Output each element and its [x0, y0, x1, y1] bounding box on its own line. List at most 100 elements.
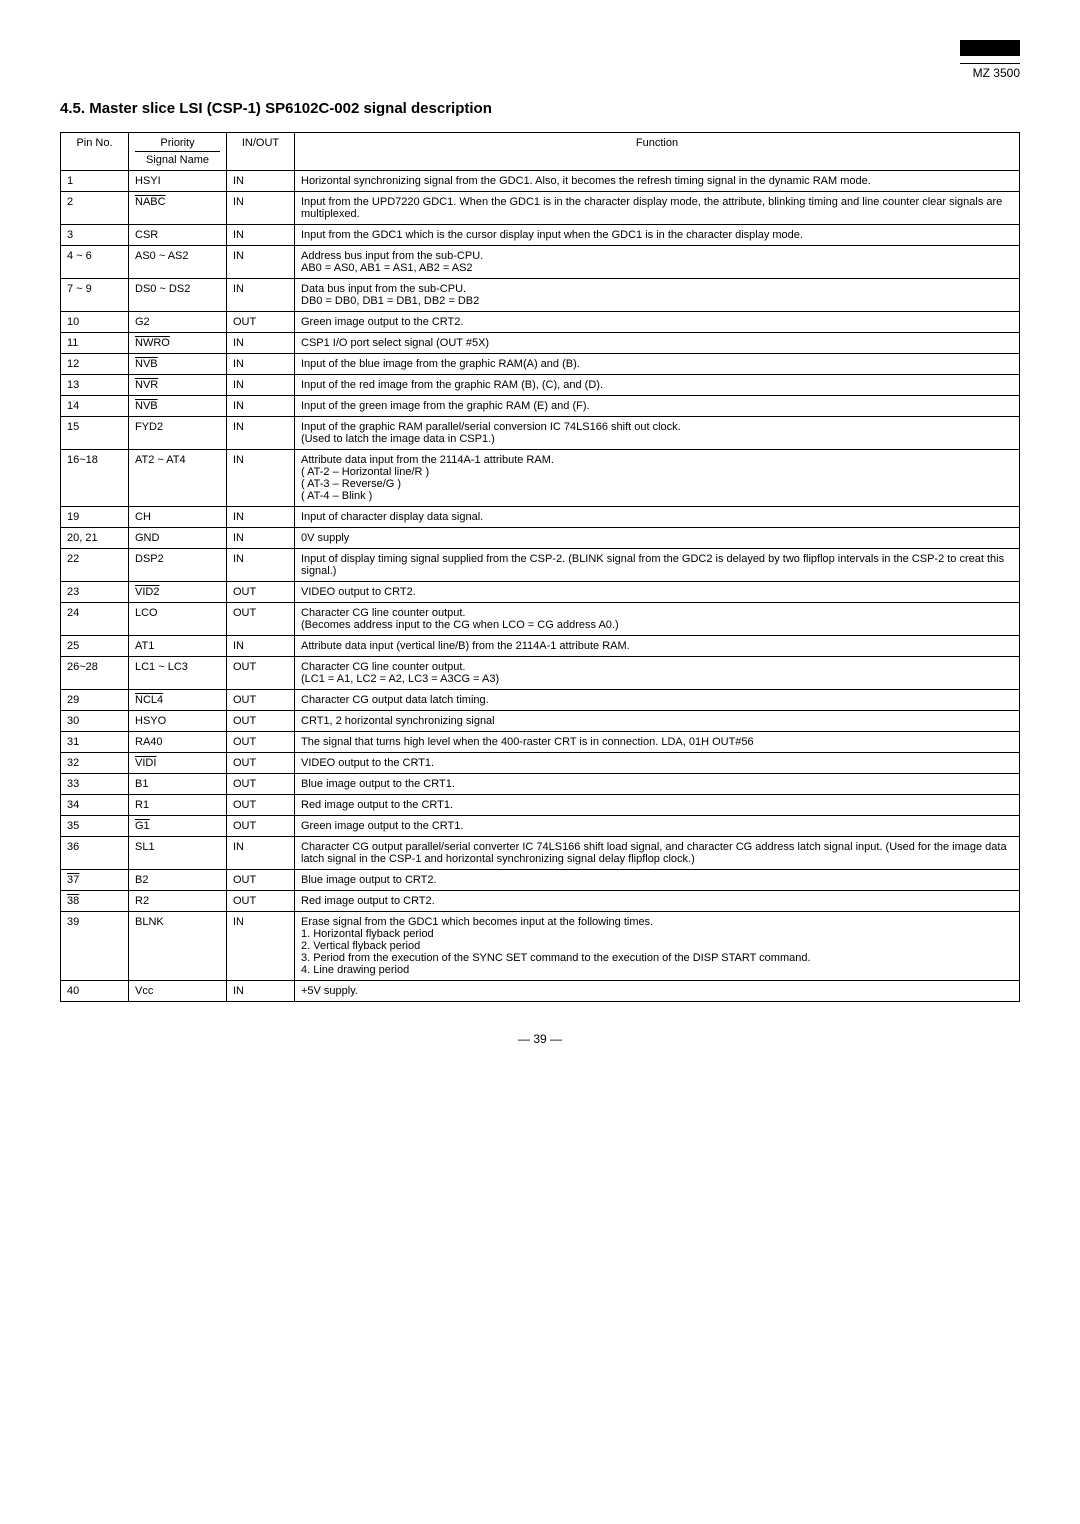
cell-signal: SL1: [129, 837, 227, 870]
cell-io: IN: [227, 354, 295, 375]
cell-pin: 38: [61, 891, 129, 912]
cell-io: OUT: [227, 891, 295, 912]
cell-signal: GND: [129, 528, 227, 549]
cell-signal: CH: [129, 507, 227, 528]
table-row: 14NVBINInput of the green image from the…: [61, 396, 1020, 417]
cell-pin: 29: [61, 690, 129, 711]
cell-pin: 22: [61, 549, 129, 582]
cell-signal: R1: [129, 795, 227, 816]
cell-io: IN: [227, 192, 295, 225]
cell-io: OUT: [227, 312, 295, 333]
cell-pin: 36: [61, 837, 129, 870]
cell-signal: VIDI: [129, 753, 227, 774]
section-heading: Master slice LSI (CSP-1) SP6102C-002 sig…: [89, 100, 492, 117]
cell-pin: 40: [61, 981, 129, 1002]
cell-io: IN: [227, 417, 295, 450]
cell-function: Horizontal synchronizing signal from the…: [295, 171, 1020, 192]
cell-function: Character CG output data latch timing.: [295, 690, 1020, 711]
cell-signal: Vcc: [129, 981, 227, 1002]
cell-function: Blue image output to CRT2.: [295, 870, 1020, 891]
table-head: Pin No. Priority Signal Name IN/OUT Func…: [61, 133, 1020, 171]
cell-function: Character CG line counter output. (Becom…: [295, 603, 1020, 636]
cell-signal: G2: [129, 312, 227, 333]
cell-function: Input of display timing signal supplied …: [295, 549, 1020, 582]
cell-io: OUT: [227, 732, 295, 753]
cell-signal: HSYI: [129, 171, 227, 192]
cell-signal: VID2: [129, 582, 227, 603]
cell-io: IN: [227, 333, 295, 354]
cell-function: Data bus input from the sub-CPU. DB0 = D…: [295, 279, 1020, 312]
cell-signal: AT2 ~ AT4: [129, 450, 227, 507]
table-row: 12NVBINInput of the blue image from the …: [61, 354, 1020, 375]
cell-signal: AS0 ~ AS2: [129, 246, 227, 279]
cell-function: Green image output to the CRT2.: [295, 312, 1020, 333]
cell-function: Attribute data input from the 2114A-1 at…: [295, 450, 1020, 507]
table-row: 36SL1INCharacter CG output parallel/seri…: [61, 837, 1020, 870]
cell-function: Attribute data input (vertical line/B) f…: [295, 636, 1020, 657]
cell-pin: 37: [61, 870, 129, 891]
cell-io: IN: [227, 549, 295, 582]
table-row: 38R2OUTRed image output to CRT2.: [61, 891, 1020, 912]
logo: MZ 3500: [960, 40, 1020, 80]
table-row: 26~28LC1 ~ LC3OUTCharacter CG line count…: [61, 657, 1020, 690]
table-row: 24LCOOUTCharacter CG line counter output…: [61, 603, 1020, 636]
table-row: 16~18AT2 ~ AT4INAttribute data input fro…: [61, 450, 1020, 507]
cell-io: OUT: [227, 657, 295, 690]
cell-signal: NVB: [129, 396, 227, 417]
cell-io: OUT: [227, 690, 295, 711]
cell-function: CSP1 I/O port select signal (OUT #5X): [295, 333, 1020, 354]
th-func: Function: [295, 133, 1020, 171]
cell-pin: 23: [61, 582, 129, 603]
cell-function: Input from the UPD7220 GDC1. When the GD…: [295, 192, 1020, 225]
section-number: 4.5.: [60, 100, 85, 117]
cell-signal: B1: [129, 774, 227, 795]
cell-function: Blue image output to the CRT1.: [295, 774, 1020, 795]
cell-pin: 12: [61, 354, 129, 375]
cell-signal: NWRO: [129, 333, 227, 354]
cell-signal: NABC: [129, 192, 227, 225]
cell-pin: 30: [61, 711, 129, 732]
cell-signal: R2: [129, 891, 227, 912]
cell-signal: NCL4: [129, 690, 227, 711]
cell-signal: LCO: [129, 603, 227, 636]
cell-signal: DSP2: [129, 549, 227, 582]
table-row: 29NCL4OUTCharacter CG output data latch …: [61, 690, 1020, 711]
table-row: 15FYD2INInput of the graphic RAM paralle…: [61, 417, 1020, 450]
cell-function: Input of the blue image from the graphic…: [295, 354, 1020, 375]
cell-pin: 24: [61, 603, 129, 636]
cell-io: IN: [227, 507, 295, 528]
cell-signal: AT1: [129, 636, 227, 657]
cell-pin: 32: [61, 753, 129, 774]
cell-pin: 4 ~ 6: [61, 246, 129, 279]
table-row: 19CHINInput of character display data si…: [61, 507, 1020, 528]
cell-function: Red image output to the CRT1.: [295, 795, 1020, 816]
cell-io: IN: [227, 450, 295, 507]
table-row: 25AT1INAttribute data input (vertical li…: [61, 636, 1020, 657]
table-row: 32VIDIOUTVIDEO output to the CRT1.: [61, 753, 1020, 774]
cell-function: Green image output to the CRT1.: [295, 816, 1020, 837]
cell-pin: 25: [61, 636, 129, 657]
table-row: 30HSYOOUTCRT1, 2 horizontal synchronizin…: [61, 711, 1020, 732]
cell-pin: 2: [61, 192, 129, 225]
cell-pin: 13: [61, 375, 129, 396]
cell-pin: 10: [61, 312, 129, 333]
cell-function: VIDEO output to the CRT1.: [295, 753, 1020, 774]
cell-io: OUT: [227, 774, 295, 795]
cell-function: Input of the green image from the graphi…: [295, 396, 1020, 417]
table-row: 22DSP2INInput of display timing signal s…: [61, 549, 1020, 582]
cell-function: +5V supply.: [295, 981, 1020, 1002]
cell-io: OUT: [227, 795, 295, 816]
cell-signal: HSYO: [129, 711, 227, 732]
cell-signal: BLNK: [129, 912, 227, 981]
cell-io: IN: [227, 246, 295, 279]
table-row: 10G2OUTGreen image output to the CRT2.: [61, 312, 1020, 333]
table-row: 23VID2OUTVIDEO output to CRT2.: [61, 582, 1020, 603]
cell-function: The signal that turns high level when th…: [295, 732, 1020, 753]
cell-pin: 26~28: [61, 657, 129, 690]
cell-signal: G1: [129, 816, 227, 837]
table-row: 4 ~ 6AS0 ~ AS2INAddress bus input from t…: [61, 246, 1020, 279]
cell-pin: 7 ~ 9: [61, 279, 129, 312]
cell-pin: 11: [61, 333, 129, 354]
table-row: 31RA40OUTThe signal that turns high leve…: [61, 732, 1020, 753]
cell-io: IN: [227, 171, 295, 192]
